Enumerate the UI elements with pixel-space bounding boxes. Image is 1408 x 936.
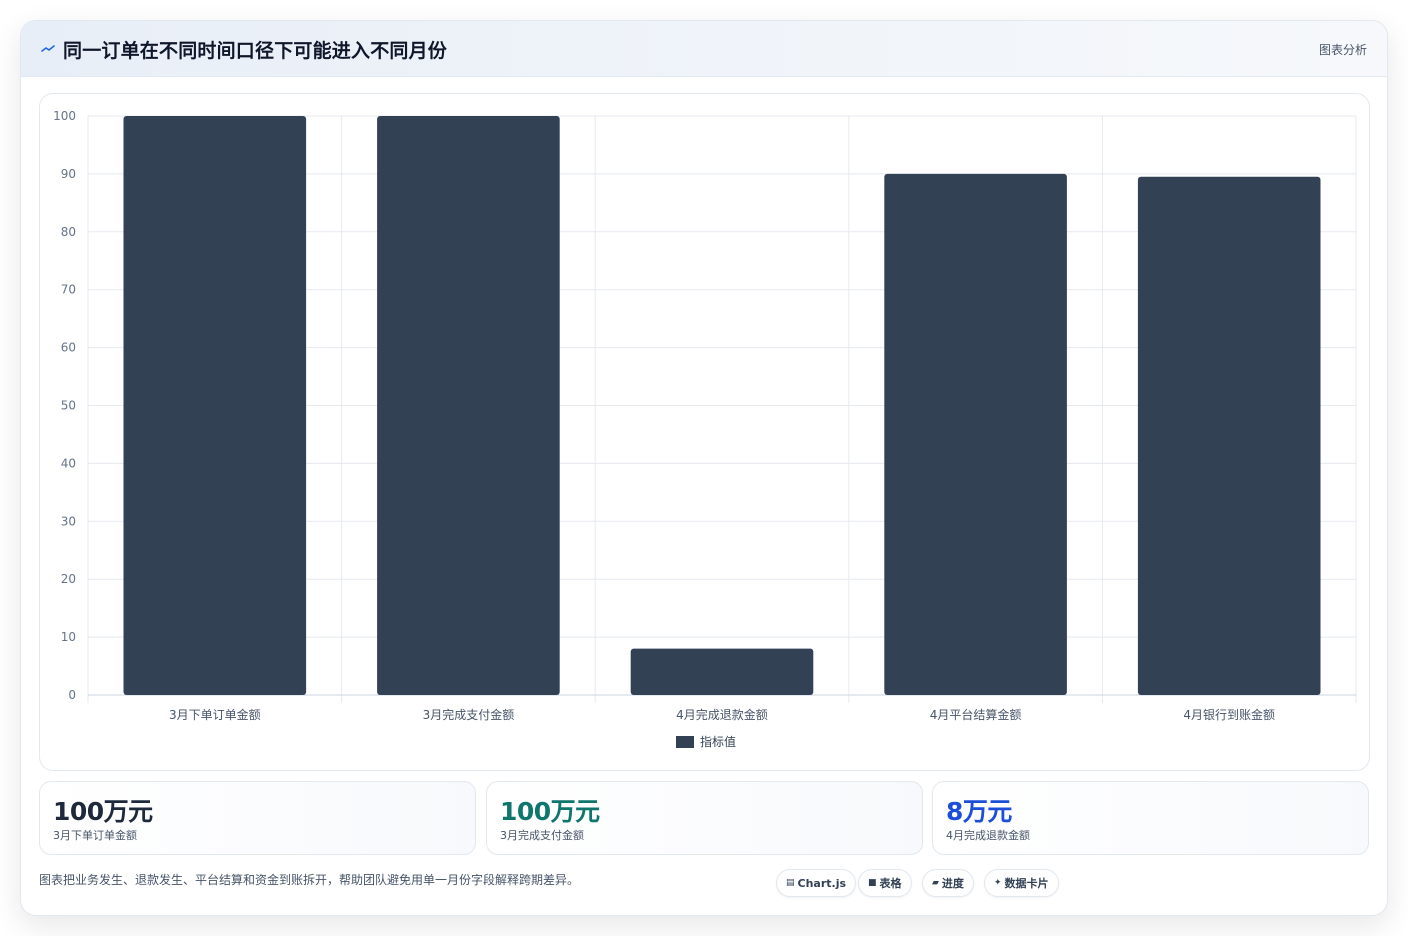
chip-table[interactable]: ■ 表格 [858,869,912,897]
header-tag: 图表分析 [1318,43,1367,57]
chip-data-card[interactable]: ✦ 数据卡片 [984,869,1059,897]
y-tick-label: 90 [61,167,76,181]
legend-label: 指标值 [700,734,736,749]
chart-panel: 0 10 20 30 40 50 60 70 80 90 100 3月下单订单金额 3月完成支付金额 4月… [39,93,1370,771]
stat-card-order-amount: 100万元 3月下单订单金额 [39,781,476,855]
chip-label: 进度 [941,877,964,890]
x-tick-label: 4月银行到账金额 [1183,707,1275,722]
bar [1137,176,1321,696]
chart-footnote: 图表把业务发生、退款发生、平台结算和资金到账拆开，帮助团队避免用单一月份字段解释… [39,873,580,887]
chip-chartjs[interactable]: ▤ Chart.js [776,869,857,897]
x-tick-label: 3月下单订单金额 [169,707,261,722]
bar-chart: 0 10 20 30 40 50 60 70 80 90 100 3月下单订单金额 3月完成支付金额 4月… [53,109,1357,749]
stat-value: 100万元 [500,797,600,826]
chip-label: 表格 [879,877,902,890]
y-tick-label: 80 [61,225,76,239]
x-tick-label: 3月完成支付金额 [423,707,515,722]
chip-progress[interactable]: ▰ 进度 [922,869,974,897]
y-tick-label: 100 [53,109,76,123]
legend-swatch [676,736,694,748]
bar [630,648,814,695]
stat-label: 4月完成退款金额 [946,829,1030,842]
y-tick-label: 40 [61,456,76,470]
stat-card-refund-amount: 8万元 4月完成退款金额 [932,781,1369,855]
card-header: 同一订单在不同时间口径下可能进入不同月份 图表分析 [21,21,1387,77]
page-title: 同一订单在不同时间口径下可能进入不同月份 [63,40,448,62]
x-tick-label: 4月完成退款金额 [676,707,768,722]
y-tick-label: 70 [61,283,76,297]
chip-label: Chart.js [797,876,847,890]
progress-icon: ▰ [932,878,939,888]
stat-card-payment-amount: 100万元 3月完成支付金额 [486,781,923,855]
bar [123,116,307,695]
card-icon: ✦ [994,878,1002,888]
chart-icon: ▤ [786,878,795,888]
y-tick-label: 20 [61,572,76,586]
y-tick-label: 30 [61,514,76,528]
trend-line-icon [41,45,55,52]
x-tick-label: 4月平台结算金额 [930,707,1022,722]
stat-label: 3月完成支付金额 [500,829,584,842]
chip-label: 数据卡片 [1004,877,1049,890]
stat-label: 3月下单订单金额 [53,829,137,842]
bar [884,173,1067,695]
stat-value: 8万元 [946,797,1012,826]
y-tick-label: 0 [68,688,76,702]
bar [377,116,560,695]
table-icon: ■ [868,878,877,888]
stat-value: 100万元 [53,797,153,826]
y-tick-label: 50 [61,399,76,413]
chart-card: 同一订单在不同时间口径下可能进入不同月份 图表分析 0 10 20 30 40 50 60 7… [20,20,1388,916]
y-tick-label: 60 [61,341,76,355]
y-tick-label: 10 [61,630,76,644]
